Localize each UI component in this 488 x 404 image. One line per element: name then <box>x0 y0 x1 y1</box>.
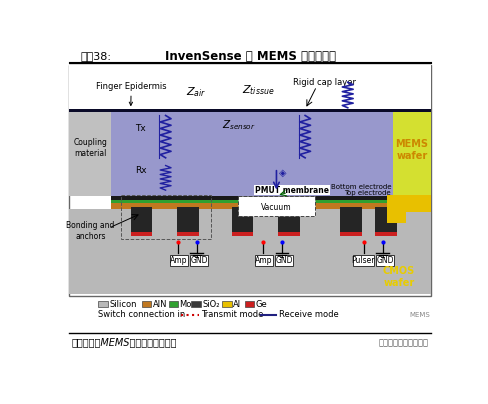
Bar <box>191 301 201 307</box>
Bar <box>177 207 199 236</box>
Text: GND: GND <box>376 256 394 265</box>
FancyBboxPatch shape <box>190 255 208 266</box>
Text: $Z_{tissue}$: $Z_{tissue}$ <box>243 83 275 97</box>
Bar <box>340 232 362 236</box>
FancyBboxPatch shape <box>376 255 394 266</box>
Bar <box>169 301 178 307</box>
Text: MEMS
wafer: MEMS wafer <box>396 139 428 161</box>
Text: $Z_{sensor}$: $Z_{sensor}$ <box>223 119 256 133</box>
Bar <box>142 301 151 307</box>
Bar <box>69 209 431 294</box>
Bar <box>131 232 152 236</box>
Text: PMUT membrane: PMUT membrane <box>255 186 329 195</box>
Bar <box>386 195 431 212</box>
Text: Amp: Amp <box>255 256 273 265</box>
Text: SiO₂: SiO₂ <box>202 300 220 309</box>
Text: Coupling
material: Coupling material <box>73 138 107 158</box>
Bar <box>375 232 397 236</box>
Text: Mo: Mo <box>180 300 192 309</box>
Bar <box>278 207 300 236</box>
Bar <box>177 232 199 236</box>
Text: MEMS: MEMS <box>409 312 430 318</box>
Bar <box>131 207 152 236</box>
Bar <box>340 207 362 236</box>
Bar <box>231 232 253 236</box>
Text: Tx: Tx <box>136 124 146 133</box>
Text: Top electrode: Top electrode <box>345 190 391 196</box>
Text: InvenSense 的 MEMS 传感器结构: InvenSense 的 MEMS 传感器结构 <box>164 50 336 63</box>
Text: 图表38:: 图表38: <box>81 51 111 61</box>
Text: 资料来源：MEMS，方正证券研究所: 资料来源：MEMS，方正证券研究所 <box>72 338 177 347</box>
Bar <box>69 112 393 196</box>
Text: Silicon: Silicon <box>109 300 137 309</box>
FancyBboxPatch shape <box>255 255 273 266</box>
Text: Transmit mode: Transmit mode <box>201 310 264 320</box>
Text: Ge: Ge <box>256 300 267 309</box>
Bar <box>122 195 211 240</box>
Text: Bottom electrode: Bottom electrode <box>331 184 391 190</box>
Text: AlN: AlN <box>153 300 167 309</box>
Bar <box>111 200 431 203</box>
Bar <box>375 207 397 236</box>
Bar <box>98 301 107 307</box>
Bar <box>238 196 315 216</box>
Text: Rigid cap layer: Rigid cap layer <box>293 78 356 87</box>
Bar <box>393 112 431 196</box>
Bar <box>69 65 431 112</box>
Text: CMOS
wafer: CMOS wafer <box>383 266 415 288</box>
Text: Bonding and
anchors: Bonding and anchors <box>66 221 115 241</box>
FancyBboxPatch shape <box>275 255 293 266</box>
Text: Switch connection in: Switch connection in <box>98 310 185 320</box>
Text: Receive mode: Receive mode <box>279 310 339 320</box>
Text: GND: GND <box>275 256 293 265</box>
Text: $Z_{air}$: $Z_{air}$ <box>186 86 207 99</box>
Text: Vacuum: Vacuum <box>261 203 292 212</box>
Bar <box>69 65 431 297</box>
Text: Pulser: Pulser <box>351 256 375 265</box>
Text: 段迎晨和慰恒电子观点: 段迎晨和慰恒电子观点 <box>378 338 428 347</box>
Text: GND: GND <box>190 256 208 265</box>
Bar <box>244 301 254 307</box>
Text: Rx: Rx <box>135 166 146 175</box>
Bar <box>231 207 253 236</box>
Text: Al: Al <box>233 300 241 309</box>
Text: Amp: Amp <box>170 256 187 265</box>
FancyBboxPatch shape <box>170 255 188 266</box>
Bar <box>111 203 431 209</box>
Text: Finger Epidermis: Finger Epidermis <box>96 82 166 105</box>
Bar <box>386 212 406 223</box>
Bar <box>69 109 431 112</box>
Text: ◈: ◈ <box>279 168 286 178</box>
Bar <box>278 232 300 236</box>
FancyBboxPatch shape <box>353 255 374 266</box>
Bar <box>222 301 231 307</box>
Bar <box>111 196 431 200</box>
Bar <box>69 112 111 196</box>
